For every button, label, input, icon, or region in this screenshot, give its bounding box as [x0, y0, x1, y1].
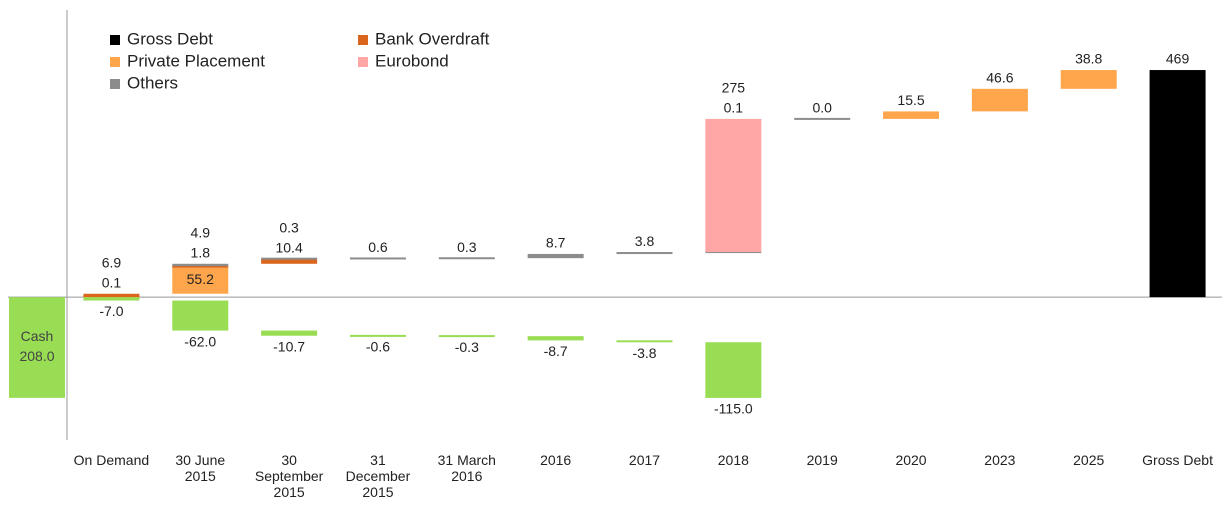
legend-label: Others	[127, 73, 178, 92]
legend-swatch	[110, 79, 120, 89]
cash-bar	[9, 297, 65, 398]
bar-segment	[261, 258, 318, 264]
bar-segment	[616, 252, 673, 255]
bar-segment	[883, 111, 940, 119]
data-label: 0.3	[279, 219, 299, 235]
x-tick-label: 2025	[1073, 452, 1105, 468]
data-label: -10.7	[273, 338, 305, 354]
x-tick-label-box: 2017	[628, 452, 661, 468]
offset-bar	[705, 342, 762, 398]
data-label: 0.3	[457, 239, 477, 255]
x-tick-label-box: 31 March 2016	[437, 452, 496, 484]
x-tick-label-box: On Demand	[73, 452, 150, 468]
x-tick-label: 2017	[628, 452, 661, 468]
x-tick-label-box: 2020	[895, 452, 927, 468]
offset-bar	[616, 340, 673, 343]
data-label: -0.3	[455, 339, 479, 355]
data-label: 1.8	[191, 244, 211, 260]
data-label: 6.9	[102, 254, 122, 270]
data-label: 46.6	[986, 70, 1013, 86]
x-tick-label-box: Gross Debt	[1142, 452, 1213, 468]
data-label: 0.6	[368, 239, 388, 255]
offset-bar	[172, 300, 229, 331]
x-tick-label: 2018	[717, 452, 749, 468]
offset-bar	[261, 330, 318, 336]
bar-segment	[705, 251, 762, 254]
data-label: -115.0	[714, 401, 753, 417]
bar-segment	[172, 263, 229, 267]
x-tick-label: 2016	[540, 452, 572, 468]
x-tick-label: 2019	[806, 452, 838, 468]
data-label: 3.8	[635, 233, 655, 249]
data-label: 10.4	[275, 239, 302, 255]
legend-swatch	[110, 35, 120, 45]
x-tick-label-box: 2016	[540, 452, 572, 468]
data-label: 38.8	[1075, 51, 1102, 67]
data-label: 4.9	[191, 224, 211, 240]
data-label: 275	[722, 80, 746, 96]
x-tick-label-box: 2018	[717, 452, 749, 468]
x-tick-label-box: 2023	[984, 452, 1016, 468]
bar-segment	[971, 88, 1028, 112]
legend-label: Eurobond	[375, 51, 449, 70]
x-tick-label: Gross Debt	[1142, 452, 1213, 468]
x-tick-label: 2020	[895, 452, 927, 468]
data-label: 55.2	[187, 271, 214, 287]
bar-segment	[705, 118, 762, 253]
bar-segment	[83, 293, 140, 298]
x-tick-label: On Demand	[73, 452, 150, 468]
data-label: 0.1	[102, 274, 122, 290]
x-tick-label: 30 September 2015	[254, 452, 324, 500]
data-label: 0.1	[724, 100, 744, 116]
data-label: 8.7	[546, 235, 566, 251]
x-tick-label-box: 31 December 2015	[345, 452, 411, 500]
offset-bar	[83, 297, 140, 301]
legend-label: Gross Debt	[127, 29, 213, 48]
x-tick-label: 30 June 2015	[175, 452, 226, 484]
data-label: 469	[1166, 51, 1190, 67]
data-label: -8.7	[544, 343, 568, 359]
legend-label: Private Placement	[127, 51, 265, 70]
legend-swatch	[358, 57, 368, 67]
bar-segment	[1149, 70, 1206, 298]
bar-segment	[261, 257, 318, 260]
data-label: -7.0	[99, 303, 123, 319]
offset-bar	[527, 336, 584, 341]
legend-swatch	[110, 57, 120, 67]
bar-segment	[172, 267, 229, 294]
legend: Gross Debt Bank Overdraft Private Placemen…	[110, 29, 490, 92]
bar-segment	[438, 257, 495, 260]
cash-label: Cash	[21, 328, 54, 344]
bar-segment	[349, 257, 406, 260]
x-tick-label: 31 December 2015	[345, 452, 411, 500]
x-tick-label-box: 30 September 2015	[254, 452, 324, 500]
bar-segment	[527, 253, 584, 259]
offset-bar	[438, 335, 495, 338]
x-tick-label-box: 2019	[806, 452, 838, 468]
bar-segment	[172, 265, 229, 268]
legend-label: Bank Overdraft	[375, 29, 490, 48]
x-tick-label: 2023	[984, 452, 1016, 468]
data-label: -3.8	[632, 345, 656, 361]
bar-segment	[794, 117, 851, 120]
data-label: -0.6	[366, 339, 390, 355]
legend-swatch	[358, 35, 368, 45]
data-label: 15.5	[897, 92, 924, 108]
x-tick-label-box: 2025	[1073, 452, 1105, 468]
data-label: 0.0	[812, 100, 832, 116]
x-tick-label-box: 30 June 2015	[175, 452, 226, 484]
data-label: -62.0	[184, 333, 216, 349]
cash-value: 208.0	[19, 348, 54, 364]
bar-segment	[1060, 70, 1117, 89]
x-tick-label: 31 March 2016	[437, 452, 496, 484]
offset-bar	[349, 334, 406, 337]
bar-segment	[83, 296, 140, 299]
